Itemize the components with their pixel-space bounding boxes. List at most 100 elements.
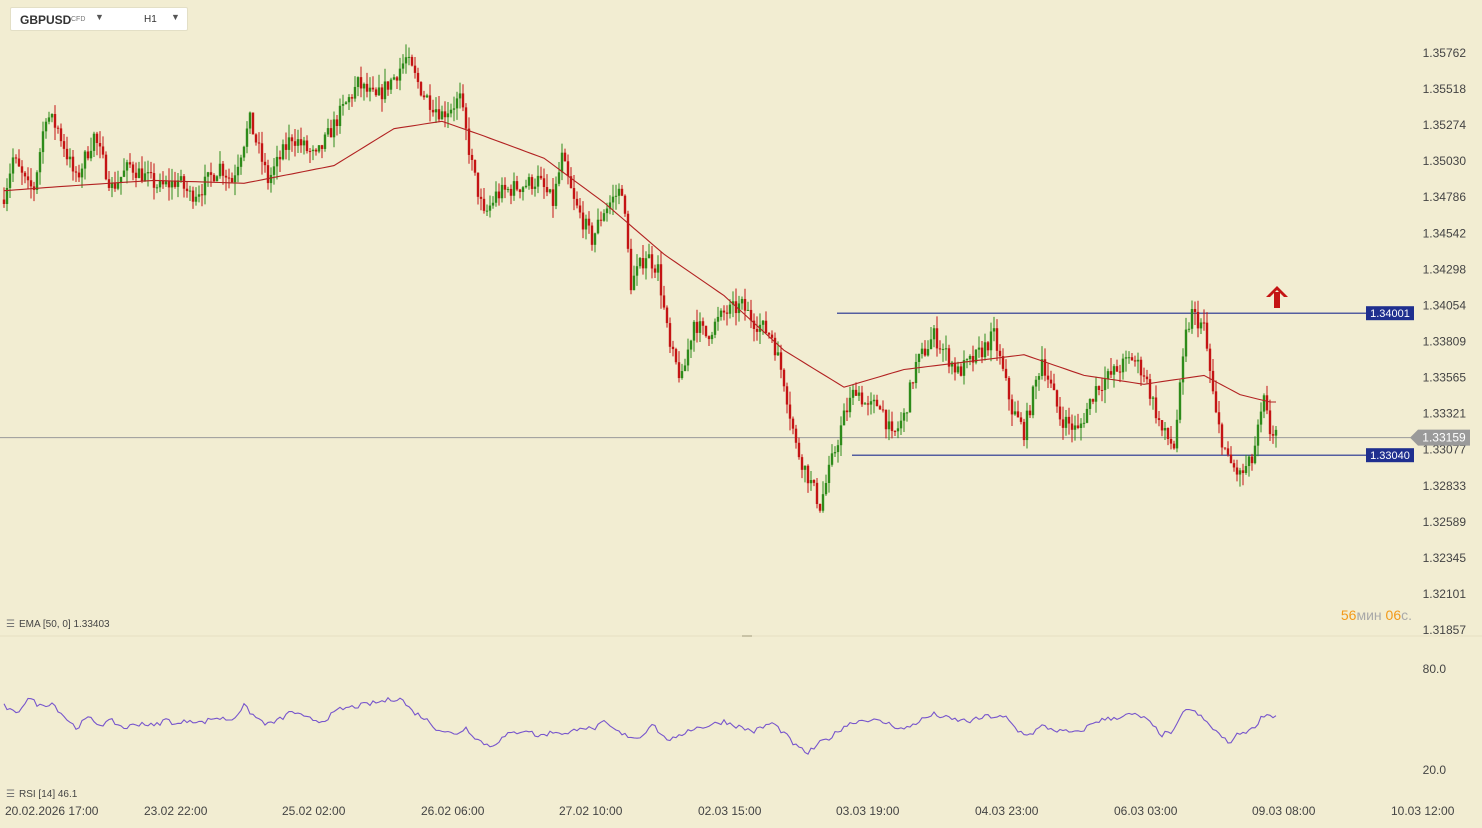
- candle-body: [23, 172, 27, 177]
- candle-body: [1049, 379, 1053, 384]
- candle-body: [539, 175, 543, 179]
- candle-body: [884, 409, 888, 430]
- candle-body: [1268, 410, 1272, 435]
- candle-body: [29, 180, 33, 187]
- candle-body: [311, 149, 315, 152]
- candle-body: [38, 152, 42, 173]
- candle-body: [626, 213, 630, 249]
- candle-body: [827, 464, 831, 483]
- candle-body: [257, 142, 261, 144]
- candle-body: [548, 189, 552, 193]
- menu-icon[interactable]: ☰: [6, 789, 15, 800]
- candle-body: [392, 77, 396, 80]
- candle-body: [647, 254, 651, 259]
- candle-body: [875, 399, 879, 407]
- candle-body: [431, 109, 435, 113]
- candle-body: [416, 72, 420, 83]
- candle-body: [131, 164, 135, 173]
- price-tick-label: 1.32345: [1423, 551, 1467, 565]
- bar-countdown: 56мин 06с.: [1341, 607, 1412, 623]
- candle-body: [284, 144, 288, 150]
- candle-body: [551, 189, 555, 206]
- candle-body: [728, 304, 732, 314]
- candle-body: [1001, 356, 1005, 369]
- candle-body: [1082, 422, 1086, 424]
- symbol-dropdown-icon[interactable]: ▼: [95, 12, 104, 22]
- candle-body: [497, 191, 501, 199]
- candle-body: [455, 98, 459, 109]
- symbol-badge: CFD: [71, 16, 86, 23]
- candle-body: [140, 168, 144, 182]
- candle-body: [401, 63, 405, 69]
- candle-body: [113, 183, 117, 189]
- candle-body: [614, 195, 618, 197]
- candle-body: [857, 392, 861, 396]
- symbol-name[interactable]: GBPUSD: [20, 13, 72, 27]
- price-tick-label: 1.34054: [1423, 298, 1467, 312]
- ema-indicator-label[interactable]: ☰ EMA [50, 0] 1.33403: [6, 619, 110, 630]
- candle-body: [1106, 371, 1110, 380]
- candle-body: [1259, 411, 1263, 425]
- candle-body: [1070, 423, 1074, 430]
- candle-body: [5, 187, 9, 205]
- candle-body: [389, 79, 393, 90]
- rsi-indicator-label[interactable]: ☰ RSI [14] 46.1: [6, 789, 77, 800]
- candle-body: [911, 382, 915, 384]
- candle-body: [1115, 366, 1119, 372]
- price-tick-label: 1.35762: [1423, 46, 1467, 60]
- candle-body: [821, 494, 825, 511]
- candle-body: [968, 355, 972, 360]
- candle-body: [935, 328, 939, 349]
- candle-body: [980, 347, 984, 358]
- candle-body: [1004, 368, 1008, 378]
- candle-body: [1160, 420, 1164, 431]
- candle-body: [1109, 371, 1113, 375]
- candle-body: [191, 190, 195, 202]
- candle-body: [242, 146, 246, 158]
- candle-body: [269, 174, 273, 184]
- candle-body: [839, 425, 843, 446]
- candle-body: [185, 188, 189, 192]
- candle-body: [254, 134, 258, 143]
- candle-body: [1253, 445, 1257, 464]
- candle-body: [671, 346, 675, 350]
- candle-body: [206, 172, 210, 177]
- candle-body: [650, 254, 654, 269]
- candle-body: [755, 329, 759, 332]
- candle-body: [674, 349, 678, 363]
- candle-body: [764, 320, 768, 334]
- candle-body: [518, 189, 522, 193]
- price-tick-label: 1.31857: [1423, 623, 1467, 637]
- candle-body: [323, 134, 327, 149]
- candle-body: [926, 349, 930, 356]
- candle-body: [434, 109, 438, 113]
- candle-body: [710, 334, 714, 340]
- candle-body: [686, 349, 690, 366]
- candle-body: [1127, 357, 1131, 359]
- candle-body: [1187, 328, 1191, 330]
- candle-body: [407, 56, 411, 58]
- candle-body: [1055, 390, 1059, 407]
- candle-body: [1208, 348, 1212, 371]
- candle-body: [1220, 424, 1224, 448]
- candle-body: [182, 176, 186, 189]
- candle-body: [2, 199, 6, 205]
- candle-body: [1151, 397, 1155, 399]
- candle-body: [1166, 427, 1170, 439]
- timeframe-select[interactable]: H1: [144, 14, 157, 25]
- candle-body: [638, 258, 642, 267]
- candle-body: [629, 248, 633, 291]
- candle-body: [1058, 406, 1062, 420]
- candle-body: [890, 421, 894, 432]
- candle-body: [1271, 434, 1275, 436]
- level-label-box: [1366, 306, 1414, 321]
- timeframe-dropdown-icon[interactable]: ▼: [171, 12, 180, 22]
- candle-body: [365, 83, 369, 92]
- candle-body: [1040, 359, 1044, 377]
- menu-icon[interactable]: ☰: [6, 619, 15, 630]
- time-axis-label: 09.03 08:00: [1252, 804, 1316, 818]
- candle-body: [272, 166, 276, 175]
- panel-resize-handle: [742, 635, 752, 637]
- candle-body: [1028, 410, 1032, 416]
